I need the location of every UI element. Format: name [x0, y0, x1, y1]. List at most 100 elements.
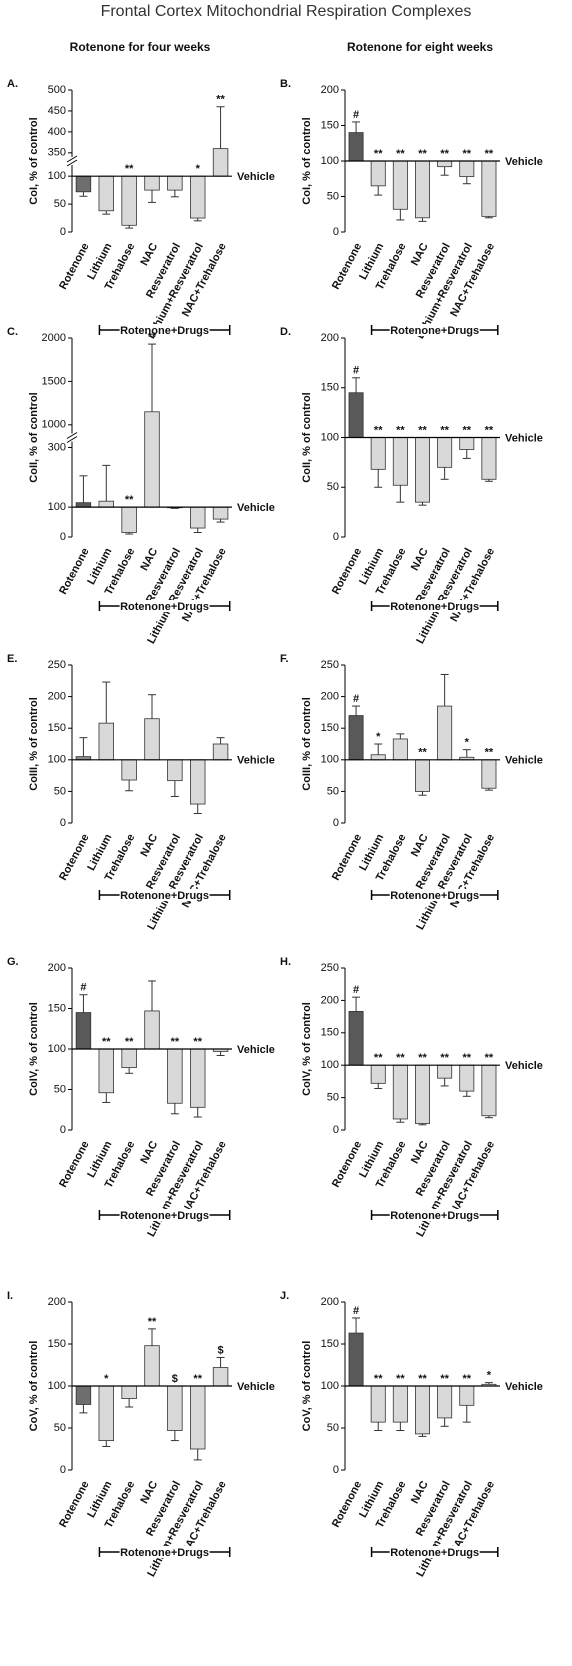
- significance-label: **: [396, 424, 405, 436]
- y-tick-label: 250: [48, 659, 66, 671]
- group-label-bg: [389, 324, 480, 336]
- y-tick-label: 50: [54, 1083, 66, 1095]
- axis-break: [67, 158, 77, 164]
- y-tick-label: 1000: [42, 419, 66, 431]
- group-label: Rotenone+Drugs: [120, 890, 209, 902]
- y-axis-label: CoI, % of control: [301, 117, 313, 204]
- group-label-bg: [389, 1209, 480, 1221]
- x-tick-label: NAC: [409, 241, 431, 268]
- x-tick-label: Rotenone: [330, 241, 364, 291]
- group-label: Rotenone+Drugs: [120, 1547, 209, 1559]
- y-tick-label: 150: [321, 119, 339, 131]
- significance-label: **: [374, 1373, 383, 1385]
- reference-label: Vehicle: [505, 755, 543, 767]
- y-tick-label: 100: [48, 1043, 66, 1055]
- group-label: Rotenone+Drugs: [390, 601, 479, 613]
- bar: [121, 1048, 137, 1069]
- significance-label: #: [80, 982, 86, 994]
- y-tick-label: 50: [54, 785, 66, 797]
- y-tick-label: 0: [333, 1124, 339, 1136]
- significance-label: **: [374, 1052, 383, 1064]
- y-tick-label: 200: [48, 691, 66, 703]
- group-label-bg: [119, 324, 210, 336]
- bar: [370, 437, 386, 470]
- y-tick-label: 300: [48, 441, 66, 453]
- y-axis-label: CoII, % of control: [301, 392, 313, 482]
- y-tick-label: 50: [327, 190, 339, 202]
- reference-label: Vehicle: [505, 432, 543, 444]
- x-tick-label: NAC: [409, 1479, 431, 1506]
- column-header: Rotenone for eight weeks: [347, 40, 493, 54]
- column-header: Rotenone for four weeks: [70, 40, 211, 54]
- y-tick-label: 150: [321, 722, 339, 734]
- bar: [392, 437, 408, 486]
- significance-label: **: [148, 331, 157, 343]
- y-tick-label: 0: [333, 531, 339, 543]
- x-tick-label: Rotenone: [57, 1139, 91, 1189]
- bar: [415, 759, 430, 792]
- significance-label: **: [440, 1373, 449, 1385]
- bar: [415, 160, 430, 219]
- bar: [75, 1012, 92, 1050]
- significance-label: **: [418, 424, 427, 436]
- significance-label: **: [396, 1052, 405, 1064]
- significance-label: **: [485, 148, 494, 160]
- y-tick-label: 0: [60, 1124, 66, 1136]
- x-tick-label: Rotenone: [330, 546, 364, 596]
- bar: [348, 1011, 364, 1066]
- x-tick-label: NAC: [409, 546, 431, 573]
- bar: [121, 175, 137, 226]
- significance-label: **: [396, 148, 405, 160]
- y-tick-label: 350: [48, 147, 66, 159]
- bar: [437, 1385, 453, 1419]
- bar: [167, 759, 183, 782]
- bar: [189, 759, 206, 805]
- panel-label: F.: [280, 653, 289, 665]
- bar: [459, 437, 475, 450]
- bar: [437, 1064, 453, 1079]
- bar: [167, 1385, 183, 1431]
- y-tick-label: 200: [321, 691, 339, 703]
- y-tick-label: 250: [321, 659, 339, 671]
- x-tick-label: NAC: [138, 832, 160, 859]
- bar: [75, 1385, 92, 1405]
- significance-label: #: [353, 984, 359, 996]
- bar: [121, 759, 137, 781]
- axis-break-mark: [66, 155, 78, 163]
- y-tick-label: 150: [321, 382, 339, 394]
- y-tick-label: 200: [321, 1296, 339, 1308]
- y-tick-label: 1500: [42, 375, 66, 387]
- x-tick-label: Rotenone: [57, 1479, 91, 1529]
- significance-label: **: [418, 148, 427, 160]
- group-label: Rotenone+Drugs: [120, 601, 209, 613]
- bar: [189, 1385, 206, 1450]
- y-tick-label: 50: [327, 481, 339, 493]
- significance-label: **: [125, 494, 134, 506]
- y-tick-label: 0: [333, 1464, 339, 1476]
- reference-label: Vehicle: [237, 1381, 275, 1393]
- bar: [75, 502, 92, 508]
- y-tick-label: 100: [48, 1380, 66, 1392]
- y-axis-label: CoII, % of control: [28, 392, 40, 482]
- y-axis-label: CoIV, % of control: [28, 1002, 40, 1096]
- y-tick-label: 150: [321, 1338, 339, 1350]
- y-tick-label: 50: [327, 785, 339, 797]
- significance-label: **: [463, 148, 472, 160]
- bar: [121, 506, 137, 533]
- y-tick-label: 50: [327, 1422, 339, 1434]
- bar: [459, 1064, 475, 1092]
- significance-label: *: [196, 163, 201, 175]
- significance-label: **: [396, 1373, 405, 1385]
- bar: [98, 175, 114, 212]
- bar: [392, 160, 408, 210]
- y-axis-label: CoIII, % of control: [301, 697, 313, 791]
- y-tick-label: 200: [48, 962, 66, 974]
- y-tick-label: 100: [321, 754, 339, 766]
- panel-label: C.: [7, 326, 18, 338]
- y-tick-label: 150: [48, 722, 66, 734]
- bar: [348, 132, 364, 162]
- bar: [370, 160, 386, 187]
- x-tick-label: Rotenone: [330, 1139, 364, 1189]
- y-axis-label: CoIII, % of control: [28, 697, 40, 791]
